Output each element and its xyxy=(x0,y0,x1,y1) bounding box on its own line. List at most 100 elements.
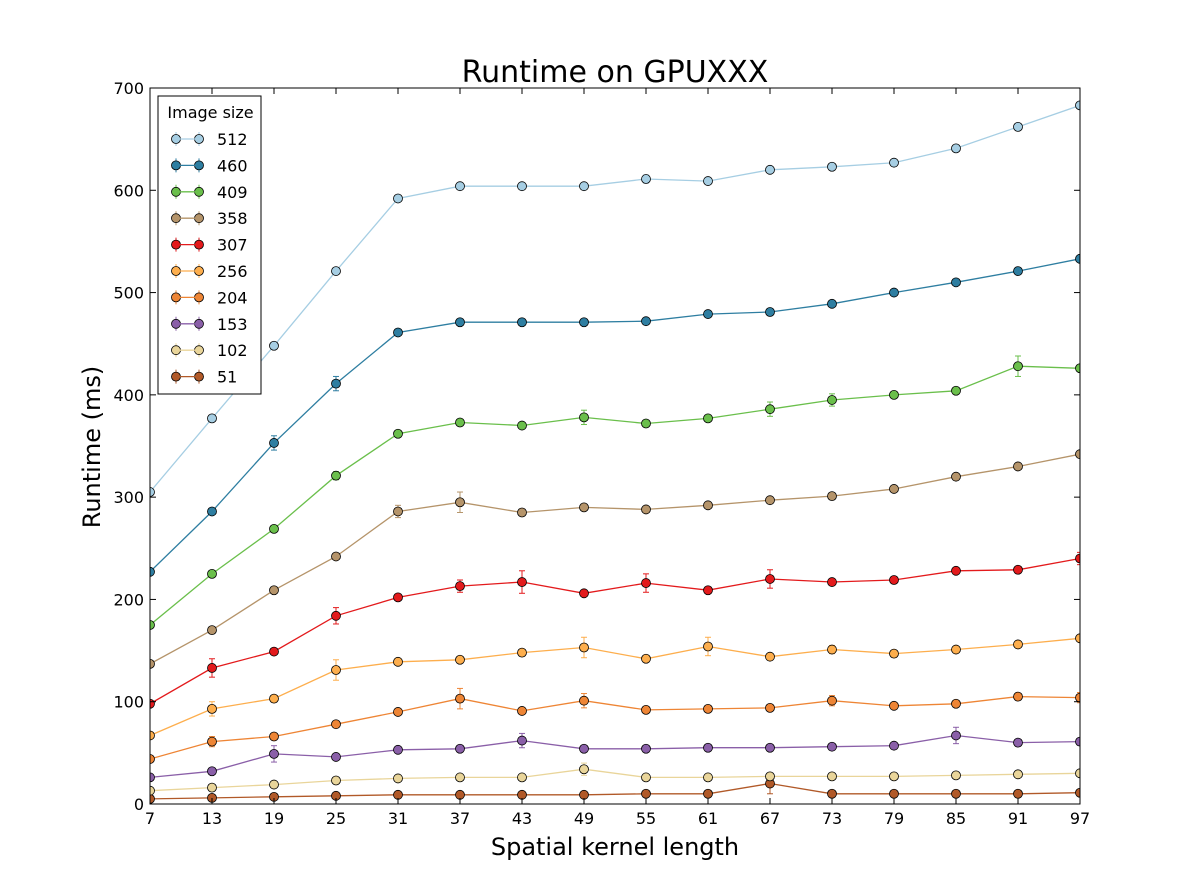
data-point xyxy=(889,575,899,585)
data-point xyxy=(579,764,589,775)
x-tick-label: 85 xyxy=(946,809,966,828)
x-tick-label: 13 xyxy=(202,809,222,828)
series-409 xyxy=(150,355,1080,630)
series-line-460 xyxy=(150,258,1080,573)
legend-label: 307 xyxy=(217,236,248,255)
data-point xyxy=(579,743,589,754)
data-point xyxy=(517,706,527,716)
legend-item-409: 409 xyxy=(171,183,248,202)
data-point xyxy=(517,507,527,518)
data-point xyxy=(331,551,341,562)
y-tick-label: 700 xyxy=(113,79,144,98)
series-307 xyxy=(150,551,1080,709)
data-point xyxy=(393,506,403,517)
series-460 xyxy=(150,253,1080,577)
series-line-358 xyxy=(150,453,1080,665)
series-51 xyxy=(150,772,1080,804)
y-tick-label: 0 xyxy=(134,795,144,814)
legend-item-51: 51 xyxy=(171,368,237,387)
data-point xyxy=(517,577,527,587)
data-point xyxy=(331,610,341,621)
legend-item-256: 256 xyxy=(171,262,248,281)
x-tick-label: 19 xyxy=(264,809,284,828)
data-point xyxy=(150,793,155,804)
data-point xyxy=(765,702,775,713)
data-point xyxy=(579,317,589,328)
x-tick-label: 73 xyxy=(822,809,842,828)
y-tick-label: 500 xyxy=(113,284,144,303)
data-point xyxy=(703,788,713,799)
data-point xyxy=(393,428,403,439)
data-point xyxy=(331,378,341,389)
data-point xyxy=(579,181,589,192)
data-point xyxy=(951,565,961,576)
data-point xyxy=(889,788,899,799)
data-point xyxy=(517,181,527,192)
data-point xyxy=(207,736,217,747)
x-tick-label: 67 xyxy=(760,809,780,828)
data-point xyxy=(1013,737,1023,748)
data-point xyxy=(827,695,837,706)
data-point xyxy=(331,665,341,675)
data-point xyxy=(207,413,217,424)
data-point xyxy=(1075,787,1080,798)
data-point xyxy=(393,773,403,784)
data-point xyxy=(1075,449,1080,460)
series-line-307 xyxy=(150,557,1080,705)
data-point xyxy=(827,644,837,655)
data-point xyxy=(1013,639,1023,650)
x-tick-label: 7 xyxy=(145,809,155,828)
series-102 xyxy=(150,762,1080,796)
data-point xyxy=(889,287,899,298)
data-point xyxy=(641,653,651,664)
legend-label: 512 xyxy=(217,130,248,149)
data-point xyxy=(1075,100,1080,111)
series-line-204 xyxy=(150,695,1080,760)
data-point xyxy=(331,266,341,276)
x-tick-label: 31 xyxy=(388,809,408,828)
data-point xyxy=(641,743,651,754)
series-153 xyxy=(150,726,1080,783)
data-point xyxy=(393,592,403,603)
x-tick-label: 37 xyxy=(450,809,470,828)
data-point xyxy=(765,164,775,175)
data-point xyxy=(951,788,961,799)
data-point xyxy=(207,663,217,673)
data-point xyxy=(579,412,589,423)
data-point xyxy=(951,770,961,781)
data-point xyxy=(703,309,713,319)
data-point xyxy=(331,752,341,762)
data-point xyxy=(150,566,155,577)
data-point xyxy=(579,588,589,599)
data-point xyxy=(703,176,713,186)
data-point xyxy=(703,500,713,511)
data-point xyxy=(269,748,279,759)
legend-label: 409 xyxy=(217,183,248,202)
data-point xyxy=(207,703,217,714)
series-line-153 xyxy=(150,734,1080,779)
data-point xyxy=(889,389,899,400)
data-point xyxy=(765,495,775,506)
data-point xyxy=(1013,266,1023,276)
data-point xyxy=(455,317,465,328)
data-point xyxy=(455,772,465,783)
y-tick-label: 100 xyxy=(113,693,144,712)
x-tick-label: 43 xyxy=(512,809,532,828)
data-point xyxy=(1013,361,1023,372)
data-point xyxy=(331,775,341,786)
series-line-256 xyxy=(150,637,1080,737)
data-point xyxy=(269,523,279,534)
data-point xyxy=(827,577,837,587)
data-point xyxy=(1013,461,1023,472)
data-point xyxy=(703,641,713,652)
data-point xyxy=(765,742,775,753)
plot-area xyxy=(150,100,1080,804)
x-axis-title: Spatial kernel length xyxy=(491,833,739,861)
x-tick-label: 25 xyxy=(326,809,346,828)
series-512 xyxy=(150,100,1080,497)
legend-item-460: 460 xyxy=(171,156,248,175)
data-point xyxy=(703,703,713,714)
legend-label: 460 xyxy=(217,156,248,175)
x-tick-label: 61 xyxy=(698,809,718,828)
